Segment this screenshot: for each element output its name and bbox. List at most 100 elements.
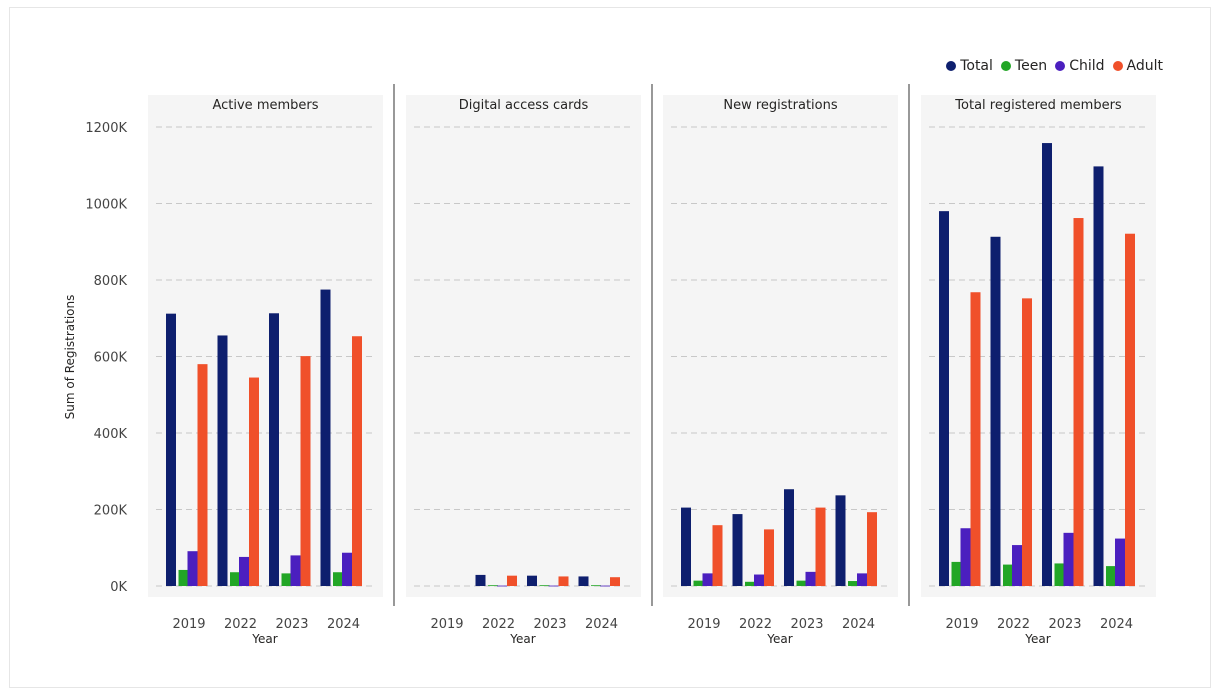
legend: Total Teen Child Adult <box>946 58 1163 74</box>
bar-active-members-teen-2019[interactable] <box>178 569 189 586</box>
bar-new-registrations-total-2024[interactable] <box>835 495 846 586</box>
x-tick-label: 2024 <box>327 617 360 632</box>
y-tick-label: 1000K <box>85 198 127 213</box>
x-tick-label: 2019 <box>172 617 205 632</box>
y-tick-label: 200K <box>94 504 128 519</box>
bar-new-registrations-teen-2019[interactable] <box>693 580 704 586</box>
bar-new-registrations-teen-2022[interactable] <box>745 581 755 586</box>
chart-container <box>9 7 1211 688</box>
bar-digital-access-cards-adult-2022[interactable] <box>507 575 517 586</box>
bar-digital-access-cards-child-2024[interactable] <box>600 585 610 587</box>
legend-label-child: Child <box>1069 58 1105 74</box>
bar-new-registrations-child-2019[interactable] <box>702 573 713 586</box>
y-axis-title: Sum of Registrations <box>63 295 77 420</box>
bar-active-members-teen-2023[interactable] <box>281 573 292 586</box>
bar-active-members-child-2024[interactable] <box>342 552 352 586</box>
legend-item-teen[interactable]: Teen <box>1000 58 1048 74</box>
bar-new-registrations-adult-2023[interactable] <box>815 507 826 586</box>
bar-new-registrations-child-2024[interactable] <box>857 573 867 586</box>
x-tick-label: 2023 <box>533 617 566 632</box>
bar-active-members-teen-2024[interactable] <box>333 572 343 586</box>
bar-active-members-total-2024[interactable] <box>320 289 331 586</box>
bar-total-registered-members-teen-2024[interactable] <box>1106 566 1116 586</box>
bar-active-members-child-2023[interactable] <box>290 555 301 586</box>
bar-digital-access-cards-teen-2022[interactable] <box>488 585 498 587</box>
x-tick-label: 2023 <box>1048 617 1081 632</box>
x-tick-label: 2022 <box>997 617 1030 632</box>
bar-active-members-adult-2024[interactable] <box>352 336 362 586</box>
bar-new-registrations-teen-2023[interactable] <box>796 580 807 586</box>
bar-active-members-child-2022[interactable] <box>239 556 249 586</box>
bar-digital-access-cards-adult-2024[interactable] <box>610 577 620 586</box>
bar-digital-access-cards-child-2022[interactable] <box>497 585 507 587</box>
legend-item-child[interactable]: Child <box>1055 58 1105 74</box>
panel-title-active-members: Active members <box>212 98 318 113</box>
panel-background-total-registered-members <box>921 95 1156 597</box>
bar-new-registrations-total-2023[interactable] <box>784 489 794 586</box>
bar-total-registered-members-teen-2019[interactable] <box>951 561 962 586</box>
panel-background-active-members <box>148 95 383 597</box>
bar-total-registered-members-child-2023[interactable] <box>1063 532 1074 586</box>
bar-active-members-total-2023[interactable] <box>269 313 279 586</box>
bar-new-registrations-adult-2024[interactable] <box>867 512 877 586</box>
legend-item-total[interactable]: Total <box>946 58 993 74</box>
bar-active-members-total-2019[interactable] <box>166 313 176 586</box>
bar-active-members-total-2022[interactable] <box>217 335 228 586</box>
bar-new-registrations-total-2022[interactable] <box>732 514 743 586</box>
bar-active-members-adult-2023[interactable] <box>300 356 311 586</box>
y-tick-label: 600K <box>94 351 128 366</box>
bar-digital-access-cards-child-2023[interactable] <box>548 585 559 587</box>
bar-digital-access-cards-total-2022[interactable] <box>475 574 486 586</box>
bar-new-registrations-child-2022[interactable] <box>754 574 764 586</box>
y-tick-label: 400K <box>94 427 128 442</box>
bar-total-registered-members-adult-2022[interactable] <box>1022 298 1032 586</box>
bar-total-registered-members-teen-2022[interactable] <box>1003 564 1013 586</box>
bar-total-registered-members-adult-2019[interactable] <box>970 292 981 586</box>
x-tick-label: 2022 <box>224 617 257 632</box>
legend-marker-teen <box>1000 61 1011 71</box>
bar-total-registered-members-total-2024[interactable] <box>1093 166 1104 586</box>
bar-total-registered-members-total-2019[interactable] <box>939 211 949 586</box>
panel-background-new-registrations <box>663 95 898 597</box>
legend-marker-adult <box>1112 61 1123 71</box>
x-tick-label: 2024 <box>1100 617 1133 632</box>
bar-digital-access-cards-total-2023[interactable] <box>527 575 537 586</box>
panel-title-total-registered-members: Total registered members <box>954 98 1122 113</box>
x-tick-label: 2024 <box>842 617 875 632</box>
bar-new-registrations-adult-2022[interactable] <box>764 529 774 586</box>
x-tick-label: 2023 <box>790 617 823 632</box>
legend-label-adult: Adult <box>1126 58 1163 74</box>
bar-new-registrations-teen-2024[interactable] <box>848 581 858 586</box>
bar-total-registered-members-total-2022[interactable] <box>990 236 1001 586</box>
bar-digital-access-cards-adult-2023[interactable] <box>558 576 569 586</box>
bar-total-registered-members-total-2023[interactable] <box>1042 143 1052 586</box>
x-tick-label: 2022 <box>482 617 515 632</box>
x-tick-label: 2019 <box>687 617 720 632</box>
bar-new-registrations-child-2023[interactable] <box>805 571 816 586</box>
bar-digital-access-cards-total-2024[interactable] <box>578 576 589 586</box>
legend-marker-child <box>1055 61 1066 71</box>
bar-digital-access-cards-teen-2023[interactable] <box>539 585 550 587</box>
panel-title-new-registrations: New registrations <box>723 98 837 113</box>
bar-new-registrations-adult-2019[interactable] <box>712 525 723 586</box>
bar-total-registered-members-child-2019[interactable] <box>960 528 971 586</box>
bar-total-registered-members-child-2024[interactable] <box>1115 538 1125 586</box>
bar-total-registered-members-adult-2023[interactable] <box>1073 218 1084 586</box>
bar-total-registered-members-teen-2023[interactable] <box>1054 563 1065 586</box>
bar-digital-access-cards-teen-2024[interactable] <box>591 585 601 587</box>
bar-total-registered-members-child-2022[interactable] <box>1012 545 1022 586</box>
legend-marker-total <box>946 61 957 71</box>
legend-label-total: Total <box>960 58 993 74</box>
bar-total-registered-members-adult-2024[interactable] <box>1125 233 1135 586</box>
bar-active-members-teen-2022[interactable] <box>230 572 240 586</box>
bar-active-members-adult-2022[interactable] <box>249 377 259 586</box>
x-tick-label: 2022 <box>739 617 772 632</box>
legend-label-teen: Teen <box>1014 58 1048 74</box>
bar-active-members-adult-2019[interactable] <box>197 364 208 586</box>
panel-title-digital-access-cards: Digital access cards <box>459 98 589 113</box>
legend-item-adult[interactable]: Adult <box>1112 58 1163 74</box>
y-tick-label: 1200K <box>85 121 127 136</box>
bar-new-registrations-total-2019[interactable] <box>681 507 691 586</box>
bar-active-members-child-2019[interactable] <box>187 551 198 586</box>
